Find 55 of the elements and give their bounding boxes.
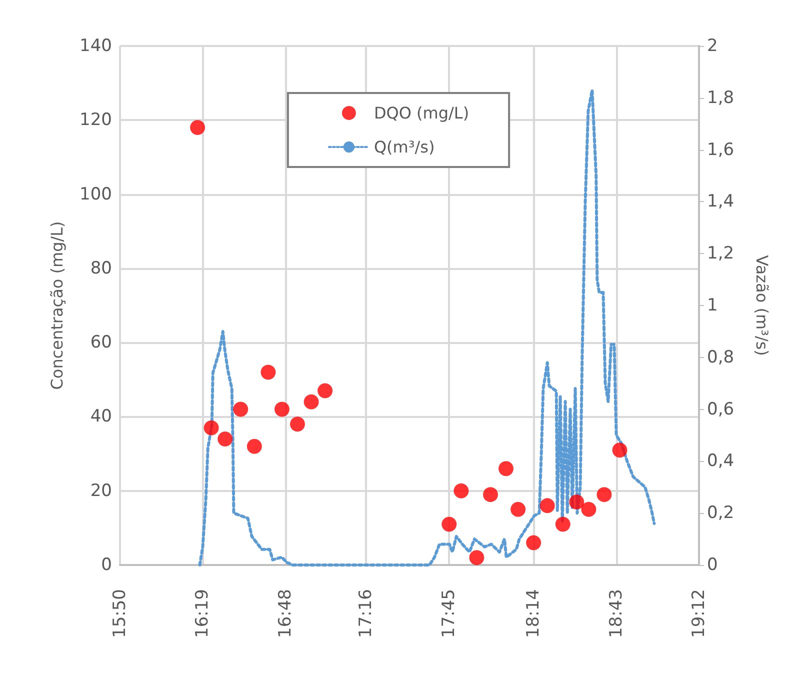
x-tick-label: 18:43 [606, 589, 626, 638]
y2-tick-label: 1,2 [707, 244, 734, 264]
point [304, 394, 319, 410]
y-tick-label: 140 [80, 36, 112, 56]
point [596, 487, 612, 502]
legend-label: DQO (mg/L) [374, 104, 470, 122]
point [469, 550, 484, 566]
x-tick-label: 17:16 [356, 589, 376, 638]
y2-tick-label: 1 [707, 296, 718, 316]
point [498, 461, 514, 476]
y-tick-label: 120 [80, 110, 112, 130]
y2-tick-label: 0,6 [707, 399, 734, 420]
point [569, 494, 584, 510]
point [218, 431, 233, 446]
point [190, 120, 206, 136]
y-tick-label: 80 [90, 258, 112, 278]
y2-axis-title: Vazão (m³/s) [752, 255, 772, 356]
y2-tick-label: 1,6 [707, 140, 734, 160]
point [274, 402, 290, 417]
x-tick-label: 19:12 [689, 589, 709, 638]
point [318, 383, 333, 398]
point [204, 420, 219, 436]
x-tick-label: 15:50 [110, 589, 130, 638]
y2-tick-label: 0,8 [707, 347, 734, 368]
x-tick-label: 18:14 [524, 589, 544, 638]
y2-tick-label: 0,2 [707, 503, 734, 524]
point [233, 402, 248, 417]
point [540, 498, 555, 514]
line-series [198, 88, 656, 566]
point [581, 502, 596, 517]
y2-tick-label: 1,8 [707, 88, 734, 108]
y-tick-label: 60 [90, 332, 112, 353]
y-tick-label: 20 [90, 480, 112, 501]
point [555, 516, 570, 532]
y2-tick-label: 1,4 [707, 192, 734, 212]
x-tick-label: 17:45 [439, 589, 460, 638]
y-axis-title: Concentração (mg/L) [48, 221, 66, 390]
x-tick-label: 16:19 [192, 589, 213, 638]
point [612, 442, 628, 458]
y-tick-label: 0 [101, 555, 112, 575]
point [454, 483, 469, 498]
point [246, 438, 262, 454]
y-tick-label: 100 [80, 184, 112, 204]
point [442, 516, 457, 532]
point [526, 535, 542, 550]
point [510, 502, 526, 517]
y-tick-label: 40 [90, 406, 112, 427]
point [290, 416, 305, 432]
y2-tick-label: 2 [707, 36, 718, 56]
point [483, 487, 498, 502]
x-tick-label: 16:48 [275, 589, 296, 638]
y2-tick-label: 0 [707, 555, 718, 575]
point [260, 364, 276, 380]
y2-tick-label: 0,4 [707, 451, 734, 472]
legend-label: Q(m³/s) [374, 138, 435, 156]
